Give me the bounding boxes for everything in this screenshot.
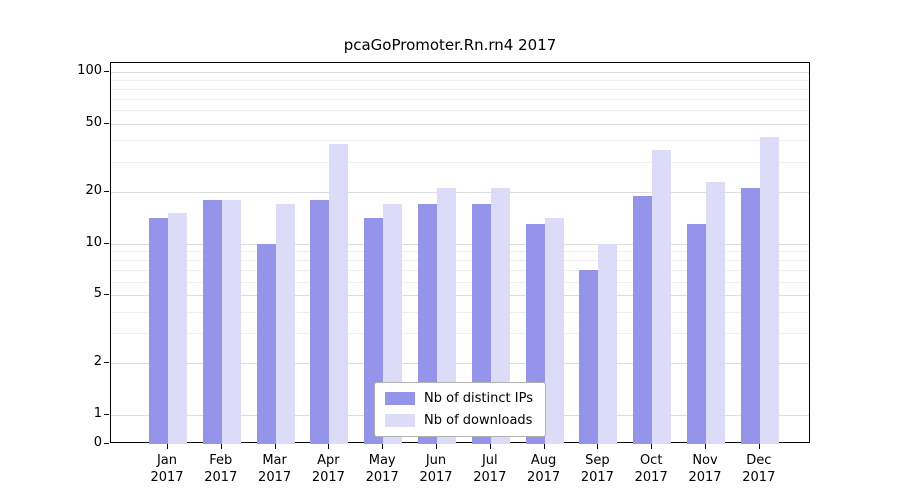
x-tick-mark — [436, 444, 437, 449]
minor-gridline — [111, 161, 809, 163]
major-gridline — [111, 123, 809, 125]
x-tick-mark — [651, 444, 653, 449]
y-tick-mark — [104, 414, 109, 415]
y-tick-label: 20 — [85, 182, 102, 198]
x-tick-mark — [543, 444, 545, 449]
bar-downloads-aug — [544, 218, 564, 444]
bar-downloads-dec — [759, 136, 779, 444]
bar-distinct-ips-nov — [687, 224, 706, 444]
y-tick-mark — [104, 190, 109, 192]
bar-distinct-ips-apr — [310, 199, 330, 444]
bar-distinct-ips-mar — [256, 243, 276, 444]
minor-gridline — [111, 311, 809, 313]
y-tick-label: 2 — [93, 354, 102, 370]
x-tick-label-feb: Feb 2017 — [204, 453, 238, 485]
major-gridline — [111, 191, 809, 193]
legend-label-distinct-ips: Nb of distinct IPs — [424, 391, 533, 406]
minor-gridline — [111, 98, 809, 100]
y-tick-label: 5 — [93, 286, 102, 302]
minor-gridline — [111, 281, 809, 283]
y-tick-mark — [104, 443, 109, 444]
y-tick-mark — [104, 362, 109, 364]
y-tick-label: 50 — [85, 114, 102, 130]
bar-downloads-nov — [706, 181, 725, 444]
minor-gridline — [111, 88, 809, 90]
minor-gridline — [111, 79, 809, 81]
x-tick-label-apr: Apr 2017 — [311, 453, 345, 485]
x-tick-mark — [220, 444, 222, 449]
minor-gridline — [111, 260, 809, 262]
bar-downloads-oct — [652, 150, 672, 444]
legend-item-downloads: Nb of downloads — [385, 413, 533, 428]
y-tick-mark — [104, 294, 109, 296]
y-tick-mark — [104, 242, 109, 244]
minor-gridline — [111, 110, 809, 111]
bar-distinct-ips-dec — [740, 188, 760, 444]
x-tick-label-sep: Sep 2017 — [580, 453, 614, 485]
minor-gridline — [111, 140, 809, 142]
x-tick-label-dec: Dec 2017 — [742, 453, 776, 485]
major-gridline — [111, 295, 809, 297]
y-tick-mark — [104, 71, 109, 72]
x-tick-mark — [167, 444, 168, 449]
x-tick-mark — [489, 444, 491, 449]
major-gridline — [111, 72, 809, 73]
legend: Nb of distinct IPs Nb of downloads — [374, 382, 546, 437]
major-gridline — [111, 243, 809, 245]
x-tick-label-may: May 2017 — [365, 453, 399, 485]
minor-gridline — [111, 270, 809, 272]
bar-downloads-jan — [168, 213, 187, 444]
y-tick-label: 100 — [77, 63, 102, 78]
bar-distinct-ips-jan — [149, 218, 168, 444]
y-tick-label: 1 — [93, 406, 102, 421]
y-tick-label: 10 — [85, 234, 102, 250]
minor-gridline — [111, 333, 809, 335]
x-tick-label-jul: Jul 2017 — [473, 453, 507, 485]
x-tick-label-jan: Jan 2017 — [150, 453, 184, 485]
bar-downloads-feb — [221, 199, 241, 444]
legend-item-distinct-ips: Nb of distinct IPs — [385, 391, 533, 406]
x-tick-label-mar: Mar 2017 — [258, 453, 292, 485]
y-tick-mark — [104, 122, 109, 124]
x-tick-mark — [597, 444, 599, 449]
legend-label-downloads: Nb of downloads — [424, 413, 533, 428]
x-tick-mark — [758, 444, 760, 449]
bar-downloads-sep — [598, 243, 618, 444]
x-tick-label-aug: Aug 2017 — [527, 453, 561, 485]
bar-distinct-ips-sep — [579, 270, 599, 444]
legend-swatch-distinct-ips — [385, 392, 416, 405]
x-tick-label-oct: Oct 2017 — [634, 453, 668, 485]
x-tick-label-jun: Jun 2017 — [419, 453, 453, 485]
bar-distinct-ips-feb — [202, 199, 222, 444]
x-tick-mark — [382, 444, 384, 449]
bar-downloads-mar — [275, 204, 295, 444]
bar-downloads-jun — [437, 188, 456, 444]
minor-gridline — [111, 251, 809, 253]
legend-swatch-downloads — [385, 414, 416, 427]
chart-title: pcaGoPromoter.Rn.rn4 2017 — [343, 36, 557, 54]
bar-downloads-jul — [490, 188, 510, 444]
bar-downloads-apr — [329, 144, 349, 444]
y-tick-label: 0 — [93, 435, 102, 450]
x-tick-mark — [274, 444, 276, 449]
x-tick-label-nov: Nov 2017 — [688, 453, 722, 485]
bar-distinct-ips-oct — [633, 195, 653, 444]
x-tick-mark — [328, 444, 330, 449]
x-tick-mark — [705, 444, 706, 449]
plot-area: Nb of distinct IPs Nb of downloads — [110, 62, 810, 444]
major-gridline — [111, 363, 809, 365]
